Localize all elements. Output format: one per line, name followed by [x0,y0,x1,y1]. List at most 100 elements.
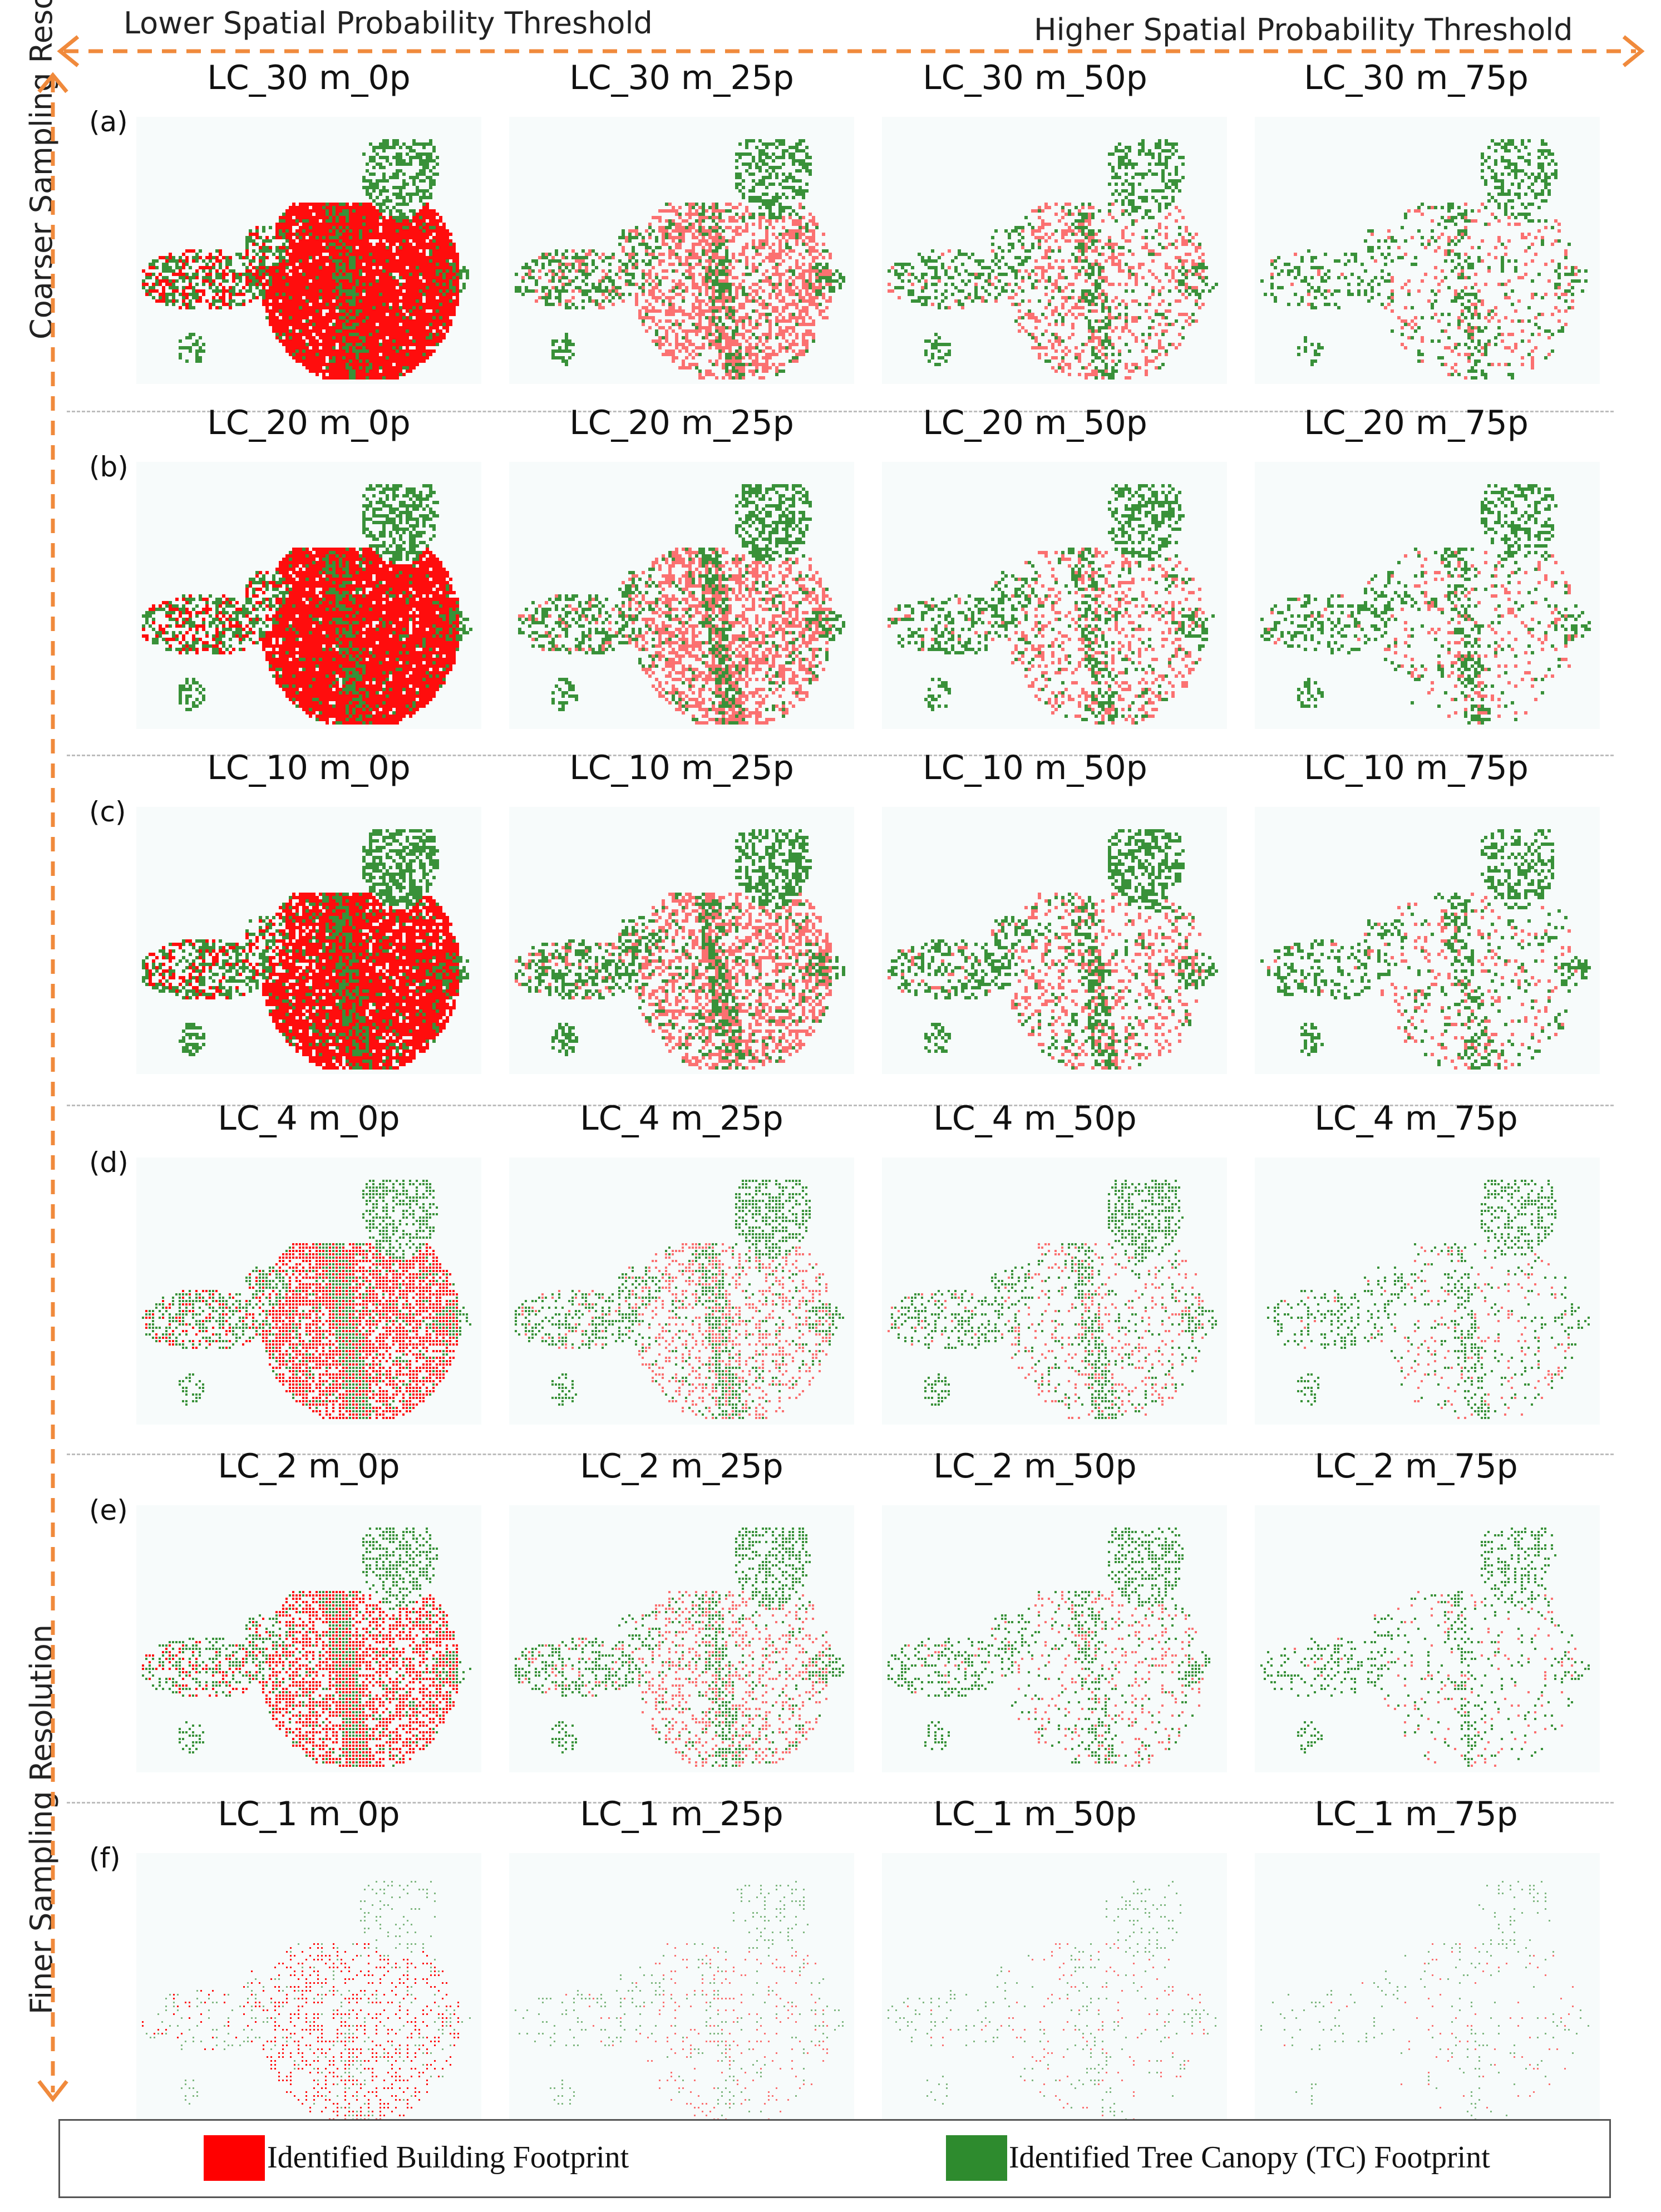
panel-title: LC_10 m_25p [569,748,794,787]
tree-canopy-layer [1260,1881,1589,2120]
land-cover-map [509,1157,854,1425]
land-cover-map [882,117,1227,384]
tree-canopy-layer [515,829,845,1070]
map-canvas [518,484,845,725]
row-letter-a: (a) [89,106,128,138]
row-letter-f: (f) [89,1842,121,1874]
panel-title: LC_30 m_50p [923,58,1147,97]
tree-canopy-layer [891,1180,1217,1419]
map-canvas [142,1528,471,1767]
vertical-arrow [37,72,68,2102]
land-cover-map [1255,1853,1600,2131]
land-cover-map [1255,117,1600,384]
map-canvas [515,1528,844,1767]
map-canvas [1260,1881,1589,2120]
tree-canopy-layer [142,139,469,380]
map-canvas [1267,1180,1590,1419]
row-separator [67,755,1614,756]
tree-swatch [946,2135,1007,2181]
panel-title: LC_2 m_50p [933,1447,1137,1486]
horizontal-arrow [57,35,1645,67]
land-cover-map [1255,462,1600,729]
panel-title: LC_1 m_75p [1314,1795,1518,1834]
land-cover-map [509,462,854,729]
map-canvas [142,484,472,725]
building-footprint-layer [1284,1247,1570,1419]
building-footprint-layer [1284,1943,1574,2108]
tree-canopy-layer [515,1528,844,1767]
land-cover-map [509,1505,854,1772]
map-canvas [142,1881,471,2120]
building-footprint-layer [1294,1591,1576,1767]
building-footprint-layer [145,1243,458,1419]
panel-title: LC_10 m_50p [923,748,1147,787]
panel-title: LC_2 m_0p [218,1447,400,1486]
panel-title: LC_2 m_25p [580,1447,783,1486]
building-footprint-layer [515,893,832,1070]
building-footprint-layer [908,1591,1204,1767]
panel-title: LC_10 m_75p [1304,748,1529,787]
tree-canopy-layer [518,484,845,725]
row-letter-c: (c) [89,796,126,828]
land-cover-map [509,117,854,384]
panel-title: LC_4 m_0p [218,1099,400,1138]
tree-canopy-layer [515,139,845,380]
map-canvas [888,1528,1210,1767]
row-separator [67,1802,1614,1804]
map-canvas [142,139,469,380]
panel-title: LC_1 m_50p [933,1795,1137,1834]
building-footprint-layer [521,1243,831,1419]
land-cover-map [882,462,1227,729]
map-canvas [888,139,1218,380]
map-canvas [1260,829,1591,1070]
land-cover-map [136,117,481,384]
panel-title: LC_20 m_0p [207,403,411,442]
panel-title: LC_20 m_50p [923,403,1147,442]
row-separator [67,1454,1614,1455]
land-cover-map [136,462,481,729]
map-canvas [515,829,845,1070]
tree-canopy-layer [888,484,1215,725]
building-footprint-layer [145,893,459,1070]
tree-canopy-layer [142,1180,471,1419]
tree-legend-label: Identified Tree Canopy (TC) Footprint [1009,2140,1490,2175]
row-separator [67,411,1614,412]
building-footprint-layer [142,1943,459,2120]
tree-canopy-layer [142,1528,471,1767]
panel-title: LC_1 m_25p [580,1795,783,1834]
land-cover-map [509,807,854,1074]
tree-canopy-layer [1260,139,1588,380]
building-footprint-layer [1267,551,1578,725]
tree-canopy-layer [515,1180,844,1419]
map-canvas [888,484,1215,725]
panel-title: LC_30 m_0p [207,58,411,97]
building-footprint-layer [1267,893,1578,1070]
building-swatch [204,2135,265,2181]
higher-threshold-label: Higher Spatial Probability Threshold [1034,12,1573,47]
tree-canopy-layer [146,1881,471,2120]
tree-canopy-layer [1260,1528,1590,1767]
map-canvas [142,829,469,1070]
panel-title: LC_4 m_25p [580,1099,783,1138]
building-footprint-layer [521,203,832,380]
land-cover-map [1255,807,1600,1074]
map-canvas [888,1881,1216,2120]
tree-canopy-layer [142,829,469,1070]
map-canvas [515,1180,844,1419]
panel-title: LC_4 m_50p [933,1099,1137,1138]
map-canvas [888,829,1218,1070]
building-footprint-layer [142,203,459,380]
panel-title: LC_10 m_0p [207,748,411,787]
land-cover-map [136,807,481,1074]
land-cover-map [882,1853,1227,2131]
land-cover-map [136,1853,481,2131]
tree-canopy-layer [888,829,1218,1070]
map-canvas [888,1180,1217,1419]
map-canvas [1260,139,1588,380]
land-cover-map [882,1157,1227,1425]
land-cover-map [1255,1157,1600,1425]
building-footprint-layer [565,1943,828,2120]
row-letter-b: (b) [89,451,129,483]
tree-canopy-layer [888,1881,1216,2120]
